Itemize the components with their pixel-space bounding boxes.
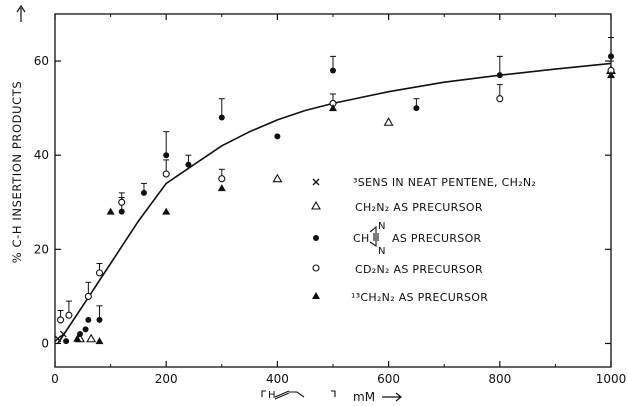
data-point-series-2 <box>140 189 147 196</box>
data-point-series-3 <box>65 311 73 319</box>
data-point-series-3 <box>162 170 170 178</box>
x-axis-unit: mM <box>353 390 375 404</box>
fit-curve-group <box>57 62 612 344</box>
legend-symbol-filled-circle <box>313 235 319 241</box>
alkene-structure-icon <box>261 390 336 400</box>
data-point-series-4 <box>162 207 171 215</box>
data-point-series-0 <box>59 330 67 338</box>
data-point-series-2 <box>163 152 170 159</box>
x-tick-label: 800 <box>488 372 511 386</box>
legend-label-13ch2n2: ¹³CH₂N₂ AS PRECURSOR <box>351 291 488 304</box>
data-point-series-2 <box>82 326 89 333</box>
data-point-series-2 <box>77 331 84 338</box>
axes: 0 200 400 600 800 1000 0 20 40 60 <box>34 13 627 386</box>
data-point-series-2 <box>330 67 336 74</box>
x-tick-label: 0 <box>51 372 59 386</box>
data-point-series-3 <box>95 269 104 277</box>
data-point-series-2 <box>63 338 70 345</box>
diazirine-structure-icon <box>369 225 379 248</box>
data-point-series-2 <box>608 53 614 60</box>
y-tick-label: 40 <box>34 148 49 162</box>
data-point-series-4 <box>607 71 615 79</box>
legend-diazirine-n-top: N <box>378 221 386 232</box>
x-tick-label: 600 <box>377 372 400 386</box>
data-point-series-2 <box>118 208 125 215</box>
x-axis-label: H mM <box>261 390 402 404</box>
legend: ³SENS IN NEAT PENTENE, CH₂N₂ CH₂N₂ AS PR… <box>311 176 536 304</box>
data-point-series-1 <box>86 333 97 343</box>
legend-symbol-cross <box>312 178 320 186</box>
fit-curve <box>57 62 612 344</box>
data-point-series-0 <box>54 335 62 343</box>
data-point-series-2 <box>85 316 92 323</box>
legend-label-ch2n2: CH₂N₂ AS PRECURSOR <box>355 201 483 214</box>
data-point-series-3 <box>496 95 504 103</box>
data-points <box>54 37 616 345</box>
data-point-series-4 <box>329 104 337 112</box>
data-point-series-4 <box>106 207 115 215</box>
legend-label-diazirine: AS PRECURSOR <box>392 232 482 245</box>
legend-symbol-open-triangle <box>311 200 321 210</box>
y-tick-label: 60 <box>34 54 49 68</box>
y-tick-label: 0 <box>41 336 49 350</box>
legend-symbol-open-circle <box>312 264 320 272</box>
data-point-series-2 <box>274 133 281 140</box>
data-point-series-4 <box>73 334 82 342</box>
x-axis-structure-h: H <box>268 390 276 401</box>
x-tick-label: 200 <box>155 372 178 386</box>
y-axis-label-arrow <box>16 4 26 22</box>
y-axis-label: % C-H INSERTION PRODUCTS <box>10 81 24 264</box>
legend-label-sens: ³SENS IN NEAT PENTENE, CH₂N₂ <box>353 176 536 189</box>
data-point-series-3 <box>57 316 65 324</box>
data-point-series-3 <box>84 292 92 300</box>
data-point-series-4 <box>217 184 226 192</box>
data-point-series-2 <box>218 114 225 121</box>
legend-diazirine-n-bottom: N <box>378 246 386 257</box>
data-point-series-3 <box>118 198 126 206</box>
data-point-series-1 <box>383 117 394 126</box>
data-point-series-2 <box>496 72 503 79</box>
data-point-series-4 <box>95 337 104 345</box>
data-point-series-2 <box>96 316 103 323</box>
legend-diazirine-ch2: CH <box>353 232 370 245</box>
x-tick-label: 400 <box>266 372 289 386</box>
x-axis-label-arrow <box>382 392 402 402</box>
x-tick-label: 1000 <box>596 372 627 386</box>
y-tick-label: 20 <box>34 242 49 256</box>
legend-symbol-filled-triangle <box>312 292 320 299</box>
legend-label-cd2n2: CD₂N₂ AS PRECURSOR <box>355 263 483 276</box>
data-point-series-2 <box>185 161 192 168</box>
data-point-series-1 <box>272 173 283 183</box>
data-point-series-2 <box>413 105 420 112</box>
data-point-series-3 <box>218 175 226 183</box>
